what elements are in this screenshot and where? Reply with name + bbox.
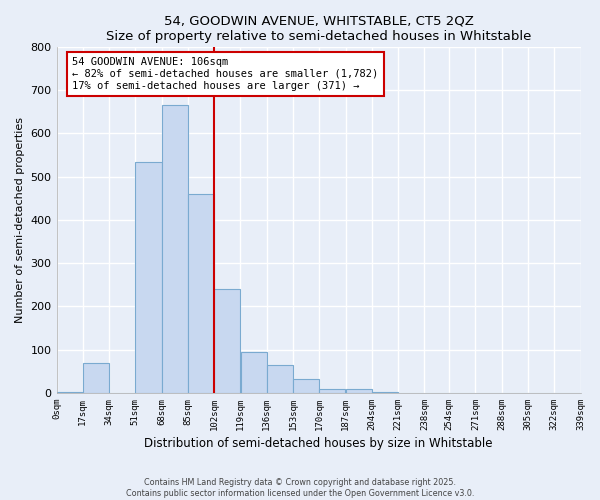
Bar	[83, 362, 109, 393]
Text: Contains HM Land Registry data © Crown copyright and database right 2025.
Contai: Contains HM Land Registry data © Crown c…	[126, 478, 474, 498]
Text: 54 GOODWIN AVENUE: 106sqm
← 82% of semi-detached houses are smaller (1,782)
17% : 54 GOODWIN AVENUE: 106sqm ← 82% of semi-…	[72, 58, 379, 90]
Bar	[241, 352, 266, 393]
Bar	[293, 378, 319, 393]
Bar	[267, 365, 293, 393]
Y-axis label: Number of semi-detached properties: Number of semi-detached properties	[15, 117, 25, 323]
Bar	[214, 289, 241, 393]
Bar	[319, 390, 346, 393]
Bar	[56, 392, 83, 393]
Bar	[346, 388, 372, 393]
Bar	[372, 392, 398, 393]
Bar	[188, 194, 214, 393]
Bar	[162, 106, 188, 393]
X-axis label: Distribution of semi-detached houses by size in Whitstable: Distribution of semi-detached houses by …	[144, 437, 493, 450]
Title: 54, GOODWIN AVENUE, WHITSTABLE, CT5 2QZ
Size of property relative to semi-detach: 54, GOODWIN AVENUE, WHITSTABLE, CT5 2QZ …	[106, 15, 531, 43]
Bar	[136, 162, 161, 393]
